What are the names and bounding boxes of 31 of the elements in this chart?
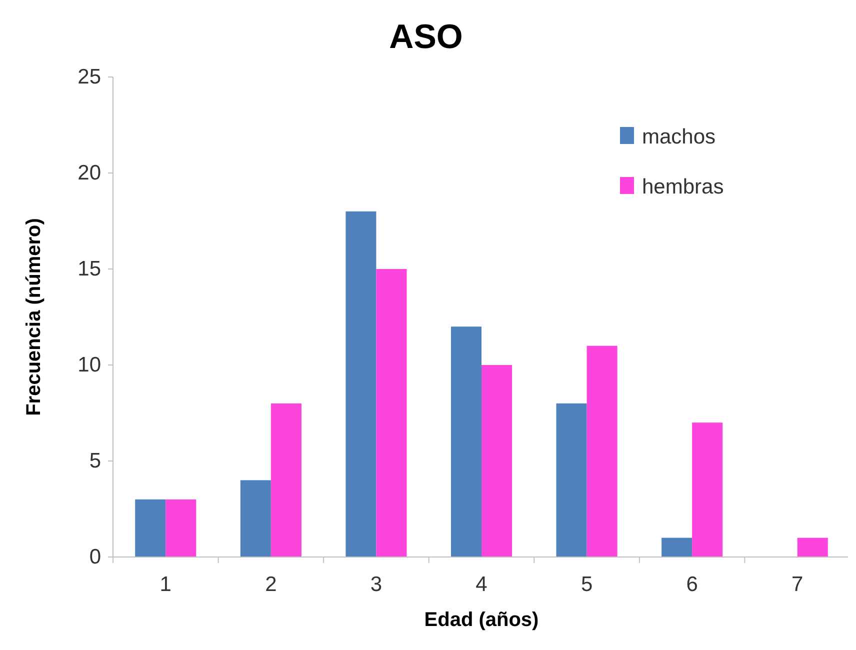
y-axis-title: Frecuencia (número) <box>23 218 45 416</box>
bar <box>797 538 828 557</box>
bar <box>586 346 618 557</box>
y-tick-label: 15 <box>78 258 101 280</box>
bar <box>692 422 723 557</box>
bar <box>376 269 407 557</box>
y-tick-label: 10 <box>78 354 101 376</box>
legend-label: machos <box>642 125 716 148</box>
bar <box>662 538 692 557</box>
legend-label: hembras <box>642 175 724 198</box>
y-tick-label: 5 <box>89 450 101 472</box>
x-tick-label: 5 <box>580 573 593 596</box>
bar <box>270 403 302 557</box>
x-tick-label: 6 <box>686 573 698 596</box>
x-tick-label: 7 <box>792 573 804 596</box>
bar <box>166 499 196 557</box>
bar <box>346 211 376 557</box>
bar <box>240 480 271 557</box>
chart-title: ASO <box>389 18 463 56</box>
bar <box>450 326 482 557</box>
x-tick-label: 4 <box>476 573 488 596</box>
y-tick-label: 0 <box>89 546 101 568</box>
bar <box>135 499 166 557</box>
x-tick-label: 3 <box>370 573 382 596</box>
x-tick-label: 2 <box>265 573 277 596</box>
y-tick-label: 20 <box>78 162 101 184</box>
x-axis-title: Edad (años) <box>424 609 539 631</box>
y-tick-label: 25 <box>78 66 101 88</box>
bar <box>556 403 587 557</box>
bar <box>482 365 512 557</box>
x-tick-label: 1 <box>160 573 172 596</box>
